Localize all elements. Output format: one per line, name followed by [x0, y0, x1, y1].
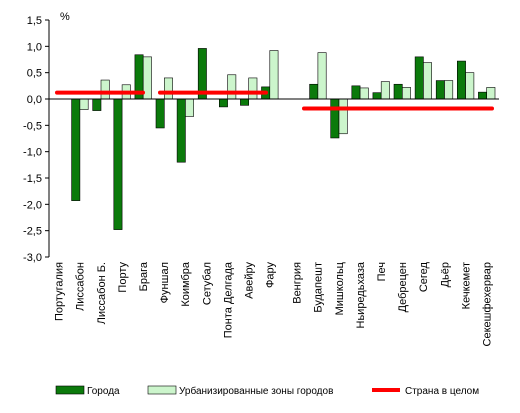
x-category-label: Порту: [117, 262, 129, 293]
y-tick-label: -1,0: [23, 147, 42, 159]
x-category-label: Лиссабон: [75, 262, 87, 311]
x-category-label: Фуншал: [159, 262, 171, 303]
bar-urban: [444, 80, 454, 100]
y-tick-label: -0,5: [23, 120, 42, 132]
x-category-label: Брага: [138, 261, 150, 291]
legend-label-country: Страна в целом: [405, 386, 479, 397]
y-ticks-layer: 1,5 1,0 0,5 0,0 -0,5 -1,0 -1,5 -2,0 -2,5 -3,0: [23, 15, 49, 264]
bar-urban: [317, 52, 327, 100]
bar-cities: [113, 98, 123, 230]
bar-urban: [486, 87, 496, 100]
x-category-label: Коимбра: [180, 261, 192, 307]
bar-urban: [79, 98, 89, 110]
country-lines-layer: [55, 90, 494, 111]
axes-layer: [48, 20, 499, 257]
legend-swatch-urban: [147, 385, 177, 395]
legend-label-urban: Урбанизированные зоны городов: [179, 385, 333, 397]
x-category-label: Венгрия: [292, 262, 304, 304]
bar-urban: [185, 98, 194, 117]
bar-cities: [351, 85, 361, 100]
y-tick-label: -1,5: [23, 173, 42, 185]
y-tick-label: 0,0: [27, 94, 42, 106]
x-category-label: Секешфехервар: [481, 262, 493, 346]
bar-cities: [240, 98, 249, 106]
bar-cities: [372, 92, 382, 100]
y-tick-label: -2,5: [23, 226, 42, 238]
bar-urban: [380, 81, 390, 100]
x-category-label: Сетубал: [201, 262, 213, 305]
legend-label-cities: Города: [87, 386, 120, 397]
bar-cities: [219, 98, 228, 108]
x-category-label: Дебрецен: [397, 262, 409, 312]
bar-cities: [435, 80, 445, 100]
bar-urban: [401, 87, 411, 100]
bar-urban: [269, 50, 279, 100]
bar-cities: [309, 83, 319, 100]
bar-cities: [92, 98, 102, 111]
bar-cities: [330, 98, 340, 139]
y-tick-label: 1,5: [27, 15, 42, 27]
bar-urban: [227, 74, 237, 100]
x-category-label: Печ: [376, 262, 388, 281]
x-category-label: Авейру: [243, 262, 255, 299]
legend-swatch-cities: [55, 385, 85, 395]
bar-urban: [338, 98, 348, 135]
bar-urban: [248, 77, 258, 100]
bar-cities: [176, 98, 186, 163]
y-tick-label: 1,0: [27, 41, 42, 53]
bars-layer: [71, 48, 496, 230]
x-category-label: Португалия: [54, 262, 66, 321]
x-category-label: Дьёр: [439, 262, 451, 287]
x-category-label: Понта Делгада: [222, 261, 234, 338]
x-category-label: Будапешт: [313, 262, 325, 313]
bar-urban: [465, 72, 475, 100]
x-labels-layer: Португалия Лиссабон Лиссабон Б. Порту Брага Ф…: [54, 261, 494, 346]
bar-urban: [359, 87, 369, 100]
bar-cities: [155, 98, 165, 129]
bar-urban: [423, 62, 432, 100]
bar-cities: [478, 91, 487, 100]
x-category-label: Мишкольц: [334, 261, 346, 315]
legend: Города Урбанизированные зоны городов Стр…: [55, 385, 479, 397]
y-axis-unit-label: %: [60, 11, 70, 23]
y-tick-label: -2,0: [23, 199, 42, 211]
bar-cities: [414, 56, 424, 100]
bar-urban: [164, 77, 173, 100]
x-category-label: Фару: [265, 262, 277, 288]
bar-cities: [456, 60, 466, 100]
x-category-label: Ньиредьхаза: [355, 261, 367, 328]
x-category-label: Кечкемет: [460, 262, 472, 309]
x-category-label: Сегед: [418, 261, 430, 292]
y-tick-label: -3,0: [23, 252, 42, 264]
x-category-label: Лиссабон Б.: [96, 262, 108, 324]
y-tick-label: 0,5: [27, 68, 42, 80]
bar-urban: [100, 79, 110, 100]
bar-cities: [393, 83, 403, 100]
bar-cities: [71, 98, 81, 201]
